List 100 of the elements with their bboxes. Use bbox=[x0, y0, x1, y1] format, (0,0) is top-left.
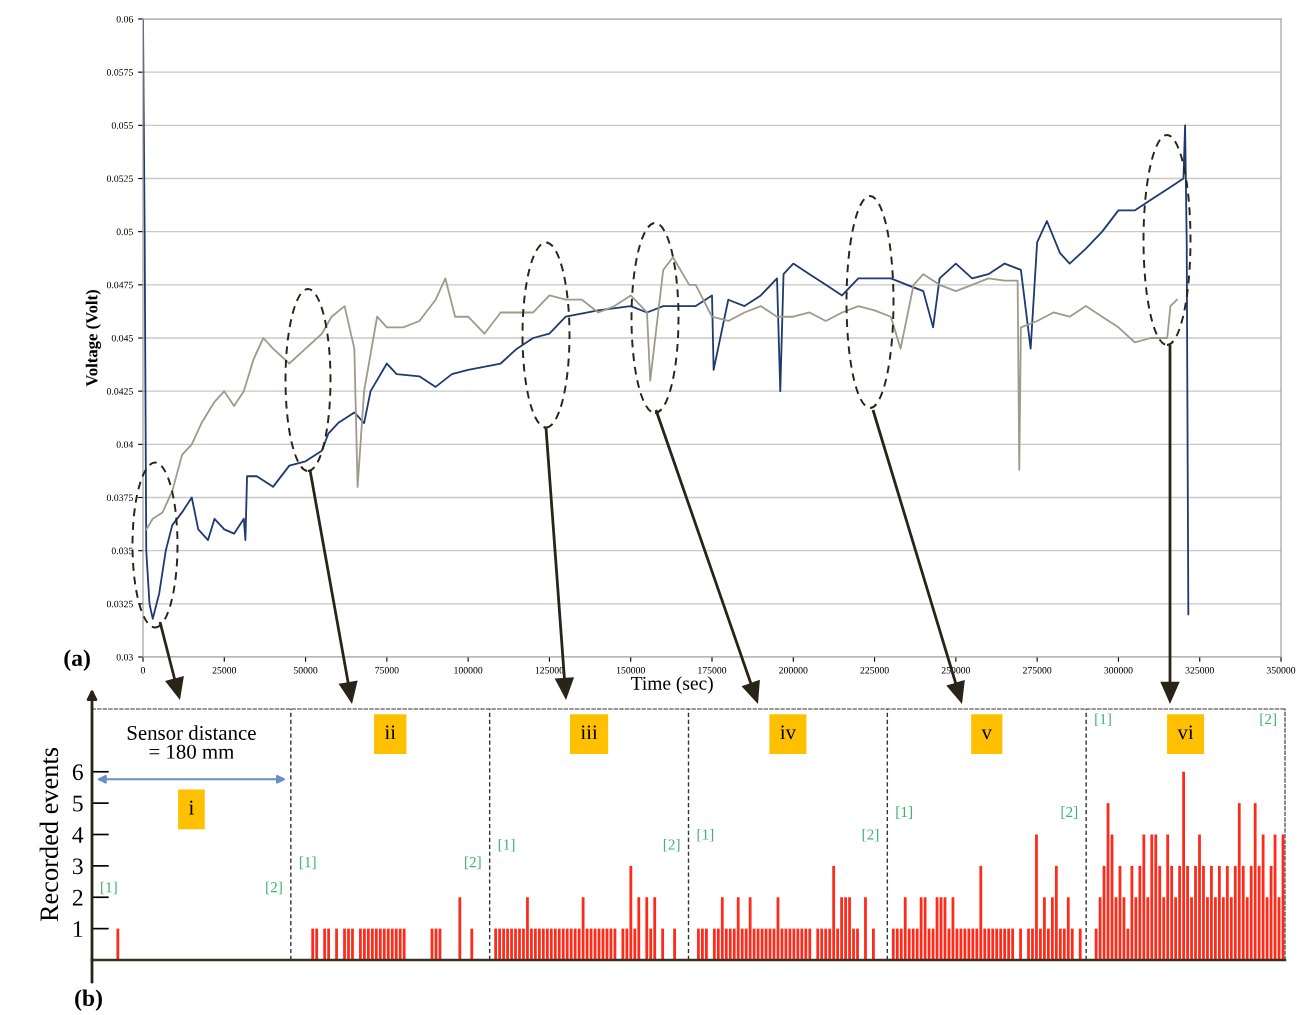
bar bbox=[374, 928, 378, 960]
bar bbox=[534, 928, 537, 960]
y-tick-label: 0.06 bbox=[116, 15, 133, 23]
x-tick-label: 275000 bbox=[1022, 667, 1052, 674]
bar bbox=[844, 897, 847, 960]
bar bbox=[1078, 928, 1082, 960]
x-tick-label: 225000 bbox=[860, 667, 889, 674]
bar bbox=[987, 928, 991, 960]
annotation: [1] bbox=[498, 838, 515, 852]
y-tick-label: 0.0475 bbox=[106, 281, 133, 289]
bar bbox=[991, 928, 995, 960]
y-tick-label: 0.03 bbox=[116, 653, 133, 661]
bar bbox=[390, 928, 394, 960]
y-tick-label: 0.0325 bbox=[106, 600, 133, 608]
bar bbox=[864, 897, 867, 960]
annotation: [2] bbox=[663, 838, 680, 852]
annotation: iii bbox=[580, 725, 598, 740]
x-axis-title: Time (sec) bbox=[631, 676, 713, 694]
x-tick-label: 50000 bbox=[293, 667, 318, 674]
bar bbox=[1003, 928, 1007, 960]
bar bbox=[697, 928, 700, 960]
y-tick-label: 4 bbox=[72, 827, 84, 843]
y-tick-label: 1 bbox=[73, 921, 83, 937]
bar bbox=[1142, 834, 1146, 960]
bar bbox=[705, 928, 708, 960]
bar bbox=[549, 928, 553, 960]
bar bbox=[510, 928, 513, 960]
bar bbox=[1261, 834, 1265, 960]
bar bbox=[1154, 834, 1158, 960]
text: (b) bbox=[75, 989, 102, 1011]
x-tick-label: 175000 bbox=[698, 667, 727, 674]
annotation: [1] bbox=[299, 856, 316, 870]
bar bbox=[728, 928, 732, 960]
bar bbox=[736, 897, 740, 960]
bar bbox=[1027, 928, 1030, 960]
bar bbox=[569, 928, 573, 960]
bar bbox=[661, 928, 665, 960]
bar bbox=[848, 897, 851, 960]
annotation: [2] bbox=[1260, 713, 1276, 727]
bar bbox=[629, 865, 633, 960]
bar bbox=[1166, 834, 1170, 960]
bar bbox=[561, 928, 565, 960]
annotation: i bbox=[188, 800, 194, 815]
y-tick-label: 0.045 bbox=[111, 334, 133, 342]
annotation: [2] bbox=[862, 828, 879, 842]
bar bbox=[494, 928, 498, 960]
bar bbox=[470, 928, 474, 960]
bar bbox=[335, 928, 338, 960]
text: (a) bbox=[64, 649, 90, 671]
bar bbox=[720, 897, 724, 960]
y-tick-label: 2 bbox=[72, 889, 83, 906]
annotation: [1] bbox=[101, 881, 117, 895]
bar bbox=[872, 928, 875, 960]
y-axis-title: Recorded events bbox=[39, 747, 59, 922]
bar bbox=[673, 928, 676, 960]
bar bbox=[748, 897, 752, 960]
x-tick-label: 100000 bbox=[454, 667, 483, 674]
bar bbox=[645, 897, 649, 960]
x-tick-label: 25000 bbox=[212, 667, 237, 674]
bar bbox=[1054, 865, 1058, 960]
bar bbox=[581, 897, 585, 960]
bar bbox=[903, 897, 907, 960]
annotation: Sensor distance = 180 mm bbox=[127, 725, 256, 759]
bar bbox=[621, 928, 625, 960]
bar bbox=[1182, 771, 1185, 960]
x-tick-label: 0 bbox=[140, 667, 146, 674]
bar bbox=[1019, 928, 1022, 960]
line-series bbox=[145, 256, 1178, 531]
bar bbox=[923, 897, 927, 960]
bar bbox=[712, 928, 716, 960]
annotation: ii bbox=[384, 725, 396, 740]
annotation: [2] bbox=[465, 856, 481, 870]
y-tick-label: 3 bbox=[72, 858, 83, 875]
bar bbox=[895, 928, 899, 960]
bar bbox=[1210, 865, 1213, 960]
annotation: iv bbox=[780, 725, 797, 740]
bar bbox=[796, 928, 800, 960]
bar bbox=[502, 928, 505, 960]
x-tick-label: 200000 bbox=[779, 667, 808, 674]
bar bbox=[311, 928, 315, 960]
bar bbox=[1043, 897, 1046, 960]
annotation: [1] bbox=[1095, 713, 1111, 727]
bar bbox=[370, 928, 374, 960]
y-tick-label: 0.0525 bbox=[106, 175, 133, 183]
bar bbox=[919, 897, 923, 960]
bar bbox=[323, 928, 327, 960]
bar bbox=[1217, 865, 1221, 960]
bar bbox=[911, 928, 915, 960]
bar bbox=[1150, 834, 1154, 960]
x-tick-label: 300000 bbox=[1104, 667, 1133, 674]
bar bbox=[458, 897, 462, 960]
bar bbox=[1066, 897, 1070, 960]
bar bbox=[1237, 803, 1241, 960]
bar bbox=[856, 928, 859, 960]
bar bbox=[1198, 834, 1201, 960]
bar bbox=[545, 928, 549, 960]
bar bbox=[840, 897, 843, 960]
annotation: v bbox=[981, 729, 992, 740]
bar bbox=[557, 928, 561, 960]
bar bbox=[506, 928, 509, 960]
